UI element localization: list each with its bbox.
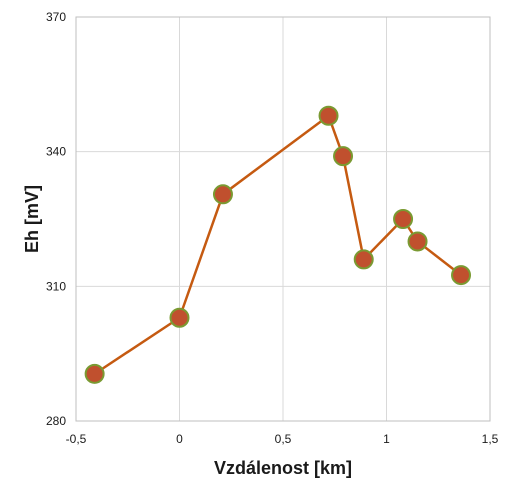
grid bbox=[75, 16, 491, 422]
data-point bbox=[212, 184, 233, 205]
plot-area bbox=[75, 16, 491, 422]
x-tick-label: 1 bbox=[383, 432, 390, 446]
y-tick-label: 280 bbox=[46, 414, 66, 428]
y-tick-label: 340 bbox=[46, 145, 66, 159]
series-line bbox=[93, 114, 462, 375]
x-tick-label: 0,5 bbox=[275, 432, 292, 446]
y-tick-label: 370 bbox=[46, 10, 66, 24]
tick-labels: -0,5 0 0,5 1 1,5 280 310 340 370 bbox=[46, 10, 499, 446]
data-point bbox=[169, 307, 190, 328]
x-tick-label: 0 bbox=[176, 432, 183, 446]
y-tick-label: 310 bbox=[46, 279, 66, 293]
data-point bbox=[393, 209, 414, 229]
data-point bbox=[407, 231, 428, 252]
data-point bbox=[333, 146, 354, 167]
data-point bbox=[84, 363, 105, 384]
data-point bbox=[318, 105, 339, 126]
series bbox=[84, 105, 472, 384]
x-axis-title: Vzdálenost [km] bbox=[214, 458, 352, 478]
data-point bbox=[451, 265, 472, 286]
data-point bbox=[353, 249, 374, 270]
y-axis-title: Eh [mV] bbox=[22, 185, 42, 253]
x-tick-label: 1,5 bbox=[482, 432, 499, 446]
x-tick-label: -0,5 bbox=[66, 432, 87, 446]
